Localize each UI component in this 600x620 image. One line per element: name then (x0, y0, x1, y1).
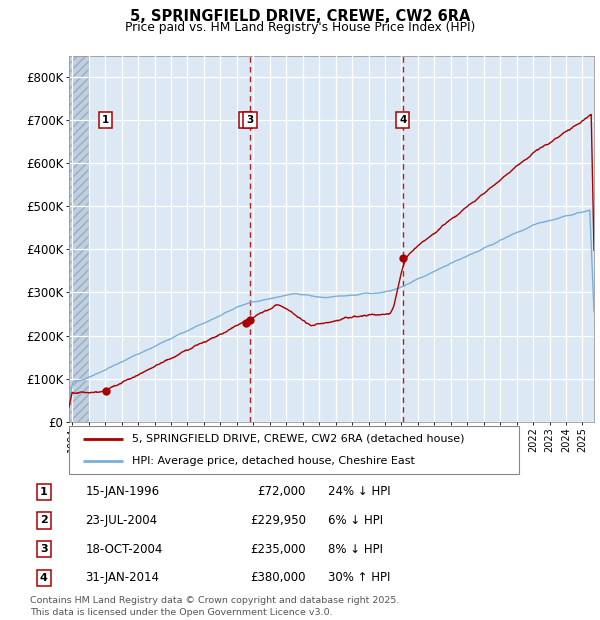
Text: £229,950: £229,950 (250, 514, 306, 527)
Text: 4: 4 (40, 573, 48, 583)
Text: £235,000: £235,000 (250, 542, 306, 556)
Text: £380,000: £380,000 (251, 571, 306, 584)
Text: £72,000: £72,000 (257, 485, 306, 498)
Text: Price paid vs. HM Land Registry's House Price Index (HPI): Price paid vs. HM Land Registry's House … (125, 21, 475, 34)
Text: 30% ↑ HPI: 30% ↑ HPI (328, 571, 391, 584)
Text: 23-JUL-2004: 23-JUL-2004 (85, 514, 157, 527)
Text: 6% ↓ HPI: 6% ↓ HPI (328, 514, 383, 527)
Text: 3: 3 (40, 544, 47, 554)
Text: 2: 2 (242, 115, 250, 125)
Text: 5, SPRINGFIELD DRIVE, CREWE, CW2 6RA: 5, SPRINGFIELD DRIVE, CREWE, CW2 6RA (130, 9, 470, 24)
Text: HPI: Average price, detached house, Cheshire East: HPI: Average price, detached house, Ches… (132, 456, 415, 466)
Text: 1: 1 (102, 115, 109, 125)
Text: 3: 3 (247, 115, 254, 125)
Text: 1: 1 (40, 487, 47, 497)
Text: 18-OCT-2004: 18-OCT-2004 (85, 542, 163, 556)
Text: 8% ↓ HPI: 8% ↓ HPI (328, 542, 383, 556)
Text: 24% ↓ HPI: 24% ↓ HPI (328, 485, 391, 498)
Text: 2: 2 (40, 515, 47, 525)
Bar (69, 56, 89, 422)
Text: Contains HM Land Registry data © Crown copyright and database right 2025.
This d: Contains HM Land Registry data © Crown c… (30, 596, 400, 618)
Text: 4: 4 (399, 115, 406, 125)
Text: 31-JAN-2014: 31-JAN-2014 (85, 571, 159, 584)
Text: 5, SPRINGFIELD DRIVE, CREWE, CW2 6RA (detached house): 5, SPRINGFIELD DRIVE, CREWE, CW2 6RA (de… (132, 434, 464, 444)
Text: 15-JAN-1996: 15-JAN-1996 (85, 485, 160, 498)
